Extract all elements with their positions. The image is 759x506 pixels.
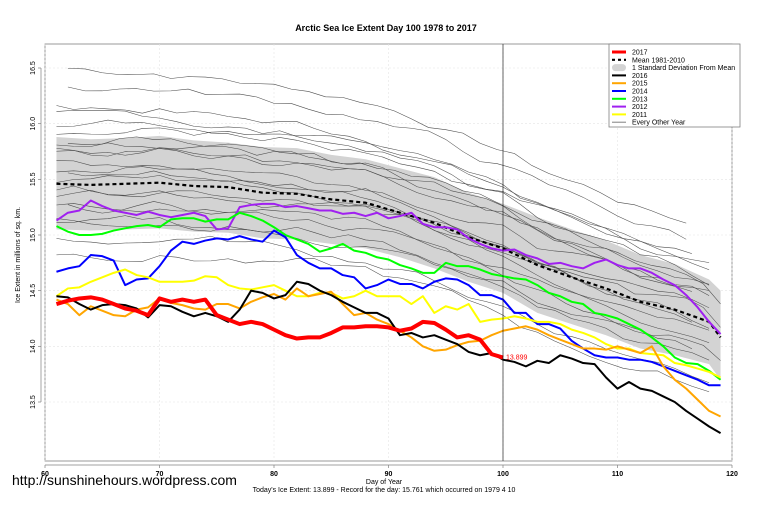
legend-label: Mean 1981-2010 (632, 57, 685, 64)
x-axis: 60 70 80 90 100 110 120 (41, 464, 738, 478)
legend-label: 1 Standard Deviation From Mean (632, 65, 735, 72)
other-year-line (56, 105, 710, 263)
y-tick-label: 14.0 (30, 339, 37, 353)
other-year-line (67, 67, 687, 224)
other-year-line (56, 235, 710, 383)
series-line-2016 (56, 280, 722, 435)
x-tick-label: 110 (612, 471, 623, 478)
legend-item: 2017 (612, 50, 648, 57)
legend-label: 2011 (632, 112, 647, 119)
current-value-label: 13.899 (506, 355, 528, 362)
x-tick-label: 100 (497, 471, 509, 478)
legend-label: 2014 (632, 89, 648, 96)
y-tick-label: 15.0 (30, 228, 37, 242)
y-tick-label: 13.5 (30, 395, 37, 409)
other-year-line (56, 109, 710, 286)
x-axis-label: Day of Year (366, 479, 403, 486)
legend-item: 1 Standard Deviation From Mean (612, 64, 735, 72)
other-year-line (56, 190, 710, 343)
other-year-line (67, 170, 721, 328)
legend-item: 2016 (612, 73, 648, 80)
std-deviation-band (56, 135, 721, 380)
other-year-line (67, 136, 721, 305)
x-tick-label: 70 (156, 471, 164, 478)
x-tick-label: 120 (726, 471, 738, 478)
series-line-2012 (55, 199, 722, 335)
x-tick-label: 60 (41, 471, 49, 478)
legend-box (608, 43, 741, 128)
legend-item: 2015 (612, 81, 648, 88)
other-year-line (67, 86, 687, 240)
legend-item: 2011 (612, 112, 647, 119)
other-year-line (56, 147, 710, 291)
legend-item: 2013 (612, 96, 648, 103)
std-band-layer (56, 135, 721, 380)
other-year-line (56, 253, 710, 393)
legend-label: 2012 (632, 104, 648, 111)
legend-label: 2015 (632, 81, 648, 88)
series-line-2013 (56, 211, 722, 381)
legend-item: 2012 (612, 104, 648, 111)
other-year-line (56, 215, 710, 361)
other-year-line (56, 119, 710, 271)
y-tick-label: 16.5 (30, 61, 37, 75)
legend-label: 2017 (632, 50, 648, 57)
other-year-line (67, 201, 721, 361)
y-tick-label: 15.5 (30, 172, 37, 186)
footer-stats: Today's Ice Extent: 13.899 - Record for … (253, 487, 516, 494)
chart-title: Arctic Sea Ice Extent Day 100 1978 to 20… (295, 23, 477, 33)
other-year-line (56, 160, 693, 292)
other-year-line (56, 143, 710, 296)
legend-label: 2016 (632, 73, 648, 80)
legend-label: Every Other Year (632, 120, 686, 127)
series-layer (55, 199, 722, 435)
y-axis-label: Ice Extent in millions of sq. km. (15, 207, 22, 303)
legend-item: Mean 1981-2010 (612, 57, 685, 64)
y-tick-label: 14.5 (30, 284, 37, 298)
series-line-2011 (55, 268, 721, 379)
legend-item: 2014 (612, 89, 648, 96)
legend-swatch (612, 64, 626, 72)
other-year-line (56, 127, 693, 254)
y-axis: 13.5 14.0 14.5 15.0 15.5 16.0 16.5 (30, 61, 42, 409)
mean-line (56, 181, 722, 339)
other-years-layer (56, 67, 721, 393)
series-line-2014 (56, 229, 721, 387)
mean-layer (56, 181, 722, 339)
x-tick-label: 90 (385, 471, 393, 478)
other-year-line (56, 203, 710, 331)
x-tick-label: 80 (270, 471, 278, 478)
y-tick-label: 16.0 (30, 117, 37, 131)
other-year-line (56, 185, 693, 323)
other-year-line (56, 166, 710, 309)
watermark-url: http://sunshinehours.wordpress.com (12, 472, 237, 488)
legend-item: Every Other Year (612, 120, 686, 127)
legend-label: 2013 (632, 96, 648, 103)
plot-area: 13.899 (44, 43, 733, 462)
series-line-2017 (55, 295, 504, 360)
